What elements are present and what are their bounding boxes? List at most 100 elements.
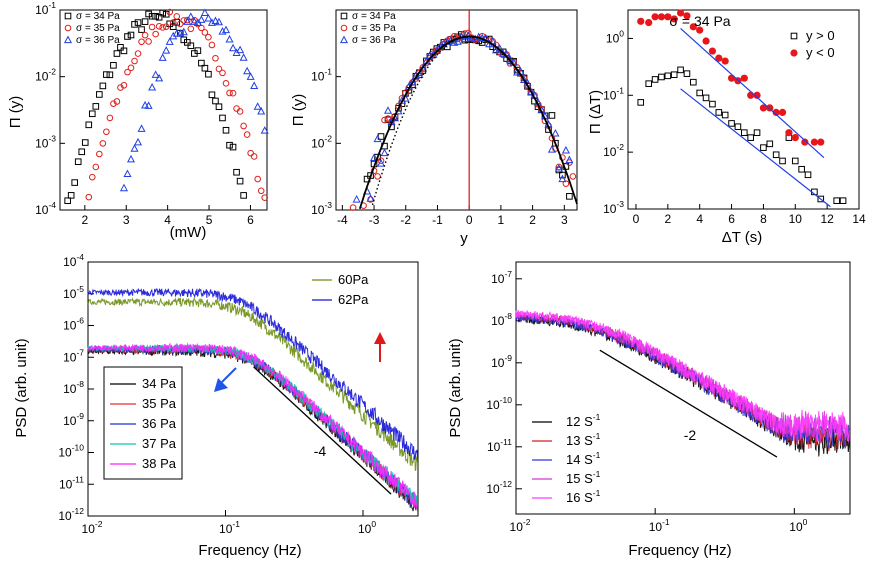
panel-c-xtick-label: 8 <box>760 212 767 226</box>
panel-c-ytick-label: 10-2 <box>603 142 624 159</box>
panel-b-xlabel: y <box>460 230 468 247</box>
panel-d-legend-label: 34 Pa <box>142 376 177 391</box>
d-series-line <box>87 287 418 460</box>
panel-e-legend-label: 15 S-1 <box>566 469 601 486</box>
panel-a-legend-marker <box>64 24 72 32</box>
panel-a-point <box>233 105 240 112</box>
panel-b-point <box>366 194 375 202</box>
panel-c-point <box>760 144 767 151</box>
panel-c-point <box>727 74 736 82</box>
panel-a-point <box>123 169 132 178</box>
panel-b-gaussian-fit <box>358 35 578 210</box>
panel-b-point <box>464 31 473 40</box>
panel-c-point <box>696 26 704 34</box>
panel-a-legend-label: σ = 35 Pa <box>76 23 120 34</box>
panel-c-legend-label: y > 0 <box>806 28 835 43</box>
d-ytick-label: 10-7 <box>63 347 84 364</box>
panel-a-point <box>221 25 231 34</box>
panel-b-xtick-label: -1 <box>432 213 443 227</box>
panel-b-point <box>492 45 501 54</box>
panel-a-point <box>162 23 170 30</box>
panel-b-point <box>374 173 381 180</box>
panel-c-xtick-label: 2 <box>664 212 671 226</box>
panel-a-point <box>85 193 93 201</box>
panel-b-ylabel: Π (y) <box>290 94 307 127</box>
d-slope-label: -4 <box>314 443 327 459</box>
panel-c-point <box>747 134 754 141</box>
panel-a-point <box>165 37 174 45</box>
panel-d: 10-2 10-1 100 10-12 10-11 10-10 10-9 10-8 10-7 10… <box>13 252 419 559</box>
panel-a-point <box>250 81 259 89</box>
panel-c-point <box>734 123 742 131</box>
panel-c-point <box>798 165 805 173</box>
panel-a-point <box>208 41 216 49</box>
e-ytick-label: 10-9 <box>491 353 512 370</box>
panel-a-ytick-label: 10-1 <box>35 0 56 17</box>
panel-b-point <box>569 173 577 180</box>
panel-a-point <box>113 50 121 57</box>
panel-c-point <box>677 66 684 74</box>
panel-a-point <box>131 57 138 65</box>
panel-b-point <box>561 145 570 154</box>
panel-a-point <box>201 64 209 72</box>
panel-a-ytick-label: 10-4 <box>35 200 56 217</box>
panel-b-xtick-label: 0 <box>466 213 473 227</box>
panel-c-frame <box>627 9 860 210</box>
panel-a-point <box>131 21 138 28</box>
panel-a-point <box>214 17 224 26</box>
panel-a-point <box>85 121 93 129</box>
panel-b-xtick-label: -2 <box>400 213 411 227</box>
panel-a-point <box>78 148 86 156</box>
panel-c-point <box>833 197 840 204</box>
panel-c-point <box>772 108 780 117</box>
panel-a-xtick-label: 3 <box>123 213 130 227</box>
panel-c-point <box>740 129 748 136</box>
panel-a-point <box>92 163 100 171</box>
panel-a-point <box>183 17 192 25</box>
panel-c-point <box>817 195 825 203</box>
panel-a-legend-marker <box>63 35 73 44</box>
panel-b-point <box>548 112 556 119</box>
d-xtick-label: 10-2 <box>82 519 103 536</box>
panel-e-ylabel: PSD (arb. unit) <box>447 338 464 437</box>
panel-a-point <box>155 73 164 82</box>
panel-c-point <box>791 134 799 142</box>
panel-b-legend-label: σ = 34 Pa <box>352 11 396 22</box>
panel-a-ytick-label: 10-3 <box>35 133 56 150</box>
panel-b-point <box>381 116 388 124</box>
panel-c-legend-marker <box>790 32 798 40</box>
panel-a-point <box>103 128 110 136</box>
panel-a-ylabel: Π (y) <box>7 96 24 129</box>
panel-a-point <box>169 19 177 26</box>
panel-c-point <box>676 9 685 17</box>
panel-b-frame <box>335 9 578 211</box>
panel-b-xtick-label: 2 <box>529 213 536 227</box>
panel-d-xlabel: Frequency (Hz) <box>198 542 301 559</box>
panel-a-point <box>99 140 107 147</box>
panel-a-point <box>162 10 170 18</box>
panel-a-point <box>226 141 233 149</box>
panel-a-point <box>225 34 234 43</box>
panel-a-point <box>212 54 219 62</box>
panel-d-down-arrow-head <box>214 378 228 392</box>
panel-b-point <box>566 193 573 200</box>
panel-a-point <box>148 23 156 31</box>
panel-a-point <box>106 114 114 122</box>
panel-c-point <box>657 13 666 21</box>
panel-b-point <box>559 171 566 179</box>
panel-b-xtick-label: 3 <box>561 213 568 227</box>
panel-a-point <box>124 68 131 76</box>
panel-a-point <box>96 150 103 158</box>
panel-a-point <box>145 10 152 18</box>
e-slope-line <box>599 349 778 458</box>
panel-a-point <box>96 91 103 98</box>
panel-a-point <box>246 72 255 80</box>
e-xtick-label: 10-1 <box>649 517 670 534</box>
panel-c-point <box>728 120 735 127</box>
panel-c-xtick-label: 14 <box>852 212 866 226</box>
panel-a-point <box>184 39 191 46</box>
e-slope-label: -2 <box>684 427 697 443</box>
panel-c-point <box>696 89 703 97</box>
panel-c-ytick-label: 10-1 <box>603 85 624 102</box>
panel-d-legend-label: 35 Pa <box>142 396 177 411</box>
